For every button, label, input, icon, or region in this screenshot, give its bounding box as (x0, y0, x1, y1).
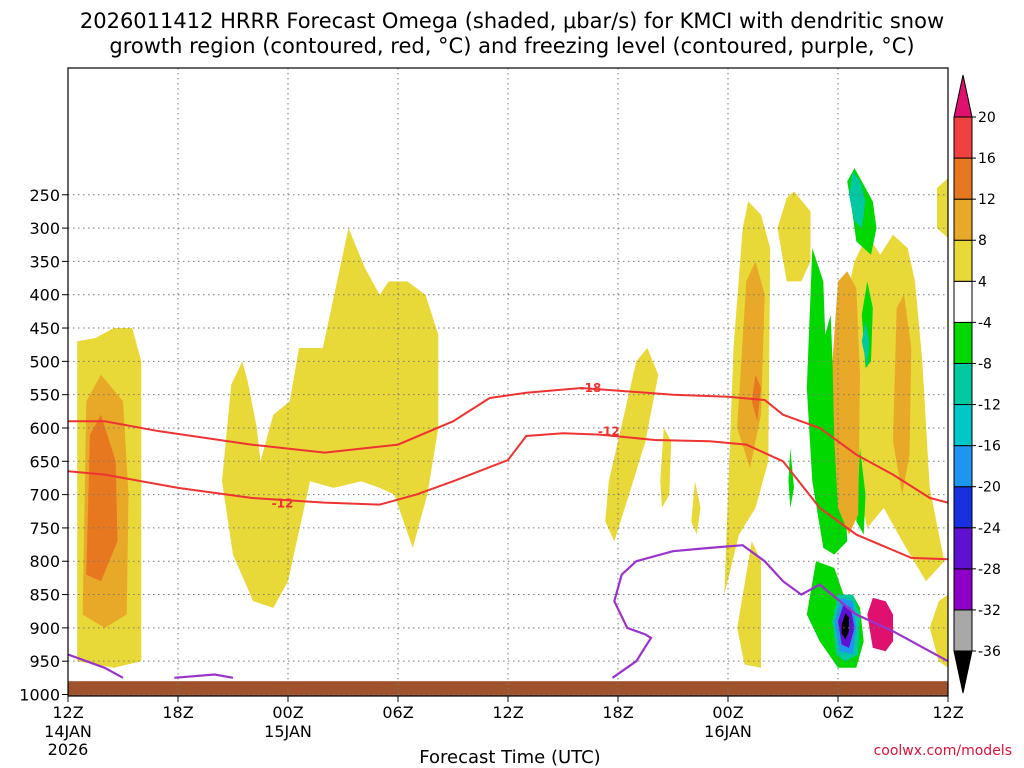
colorbar-label: -20 (978, 480, 1001, 496)
omega-yellow-5 (660, 428, 672, 508)
x-tick-label: 12Z (492, 703, 523, 722)
x-tick-label: 06Z (382, 703, 413, 722)
omega-yellow-7 (737, 541, 761, 668)
dgz-contour-line (68, 432, 948, 561)
y-tick-label: 300 (29, 219, 60, 238)
colorbar-label: 12 (978, 192, 996, 208)
y-tick-label: 1000 (19, 686, 60, 705)
freezing-level-line (611, 544, 948, 679)
x-year-label: 2026 (48, 740, 89, 759)
x-tick-label: 12Z (932, 703, 963, 722)
colorbar-segment (953, 404, 973, 447)
x-date-label: 15JAN (264, 722, 312, 741)
omega-orange-1 (86, 414, 118, 582)
colorbar-segment (953, 198, 973, 241)
x-date-label: 14JAN (44, 722, 92, 741)
colorbar-label: 4 (978, 274, 987, 290)
y-tick-label: 900 (29, 619, 60, 638)
colorbar-segment (953, 116, 973, 159)
omega-shading (77, 168, 948, 668)
y-tick-label: 250 (29, 186, 60, 205)
dgz-contour-label: -18 (580, 381, 602, 395)
y-tick-label: 800 (29, 552, 60, 571)
colorbar-label: -12 (978, 398, 1001, 414)
dgz-contour-label: -12 (598, 424, 620, 438)
omega-black-1 (841, 613, 849, 640)
credit-text: coolwx.com/models (874, 743, 1012, 759)
y-tick-label: 950 (29, 652, 60, 671)
y-axis: 250 300 350 400 450 500 550 600 650 700 750 800 850 9… (19, 186, 68, 705)
freezing-level-line (174, 673, 234, 679)
y-tick-label: 350 (29, 252, 60, 271)
omega-orange-2 (751, 374, 761, 422)
x-tick-label: 00Z (272, 703, 303, 722)
omega-yellow-8 (777, 191, 811, 282)
colorbar-label: -8 (978, 356, 992, 372)
colorbar-segment (953, 568, 973, 611)
y-tick-label: 600 (29, 419, 60, 438)
y-tick-label: 750 (29, 519, 60, 538)
y-tick-label: 650 (29, 452, 60, 471)
omega-green-3 (856, 448, 866, 535)
colorbar-segment (953, 239, 973, 282)
y-tick-label: 400 (29, 286, 60, 305)
colorbar-label: 20 (978, 110, 996, 126)
colorbar: -36 -32 -28 -24 -20 -16 -12 -8 -4 4 8 12 16 20 (953, 74, 1001, 694)
colorbar-label: 8 (978, 233, 987, 249)
omega-yellow-6 (691, 481, 701, 535)
y-tick-label: 700 (29, 486, 60, 505)
colorbar-segment (953, 280, 973, 323)
y-tick-label: 500 (29, 352, 60, 371)
dgz-contour-label: -12 (272, 496, 294, 510)
x-tick-label: 18Z (602, 703, 633, 722)
colorbar-segment (953, 527, 973, 570)
y-tick-label: 450 (29, 319, 60, 338)
colorbar-segment (953, 362, 973, 406)
colorbar-segment (953, 486, 973, 529)
colorbar-segment (953, 445, 973, 488)
x-tick-label: 06Z (822, 703, 853, 722)
omega-yellow-11 (929, 594, 948, 668)
x-axis-title: Forecast Time (UTC) (419, 747, 600, 768)
colorbar-segment (953, 321, 973, 364)
colorbar-cap-top (953, 74, 973, 118)
omega-yellow-3 (605, 348, 659, 542)
x-tick-label: 18Z (162, 703, 193, 722)
omega-yellow-10 (937, 178, 948, 239)
colorbar-label: -4 (978, 315, 992, 331)
chart-title-line-2: growth region (contoured, red, °C) and f… (109, 34, 914, 58)
colorbar-label: -28 (978, 562, 1001, 578)
omega-teal-2 (861, 321, 870, 368)
colorbar-label: -24 (978, 521, 1001, 537)
dgz-contour-line (68, 386, 948, 504)
colorbar-segment (953, 157, 973, 200)
colorbar-cap-bottom (953, 650, 973, 694)
colorbar-segment (953, 609, 973, 652)
x-tick-label: 00Z (712, 703, 743, 722)
omega-green-6 (788, 448, 794, 508)
colorbar-label: -16 (978, 439, 1001, 455)
colorbar-label: -36 (978, 644, 1001, 660)
x-date-label: 16JAN (704, 722, 752, 741)
freezing-level-line (68, 653, 124, 679)
omega-light-orange-3 (893, 294, 912, 495)
colorbar-label: -32 (978, 603, 1001, 619)
contour-lines: -18 -12 -12 (68, 381, 948, 679)
omega-yellow-2 (222, 228, 439, 608)
x-tick-label: 12Z (52, 703, 83, 722)
omega-teal-1 (849, 171, 866, 229)
y-tick-label: 850 (29, 586, 60, 605)
chart-title-line-1: 2026011412 HRRR Forecast Omega (shaded, … (80, 9, 944, 33)
omega-light-orange-4 (832, 271, 860, 535)
y-tick-label: 550 (29, 386, 60, 405)
colorbar-label: 16 (978, 151, 996, 167)
